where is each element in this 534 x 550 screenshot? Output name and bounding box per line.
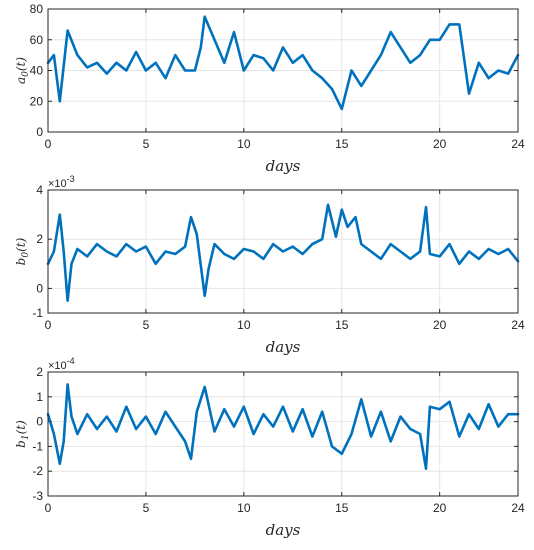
y-tick-label: 80 [30, 2, 44, 16]
x-tick-label: 20 [433, 501, 447, 515]
y-tick-label: 0 [36, 125, 43, 139]
x-tick-label: 20 [433, 318, 447, 332]
x-tick-label: 20 [433, 137, 447, 151]
x-tick-labels-b1: 0 5 10 15 20 24 [45, 501, 525, 515]
plot-box-b0 [47, 189, 519, 314]
plot-box-a0 [47, 8, 519, 133]
plot-box-b1 [47, 371, 519, 497]
series-line-a0 [46, 15, 520, 111]
x-axis-label-b0: days [266, 338, 301, 356]
y-tick-labels-a0: 0 20 40 60 80 [30, 2, 44, 139]
x-tick-label: 15 [335, 137, 349, 151]
x-tick-label: 0 [45, 501, 52, 515]
subplot-a0: 0 5 10 15 20 24 0 20 40 60 80 days a0(t) [14, 2, 525, 175]
y-tick-label: 2 [36, 232, 43, 246]
series-line-b0 [46, 203, 520, 302]
y-tick-label: -1 [32, 306, 43, 320]
y-tick-label: 60 [30, 33, 44, 47]
x-axis-label-a0: days [266, 157, 301, 175]
y-tick-label: 0 [36, 415, 43, 429]
y-tick-label: 4 [36, 183, 43, 197]
y-tick-label: 1 [36, 390, 43, 404]
x-tick-label: 0 [45, 137, 52, 151]
x-tick-label: 10 [237, 137, 251, 151]
tick-marks-b1 [47, 371, 519, 497]
y-tick-label: 20 [30, 94, 44, 108]
series-line-b1 [46, 383, 520, 470]
x-tick-label: 0 [45, 318, 52, 332]
y-axis-label-b1: b1(t) [14, 420, 31, 448]
x-tick-labels-a0: 0 5 10 15 20 24 [45, 137, 525, 151]
x-tick-label: 24 [511, 318, 525, 332]
x-tick-label: 15 [335, 318, 349, 332]
y-axis-label-b0: b0(t) [14, 237, 31, 265]
x-axis-label-b1: days [266, 521, 301, 539]
x-tick-label: 5 [143, 318, 150, 332]
x-tick-labels-b0: 0 5 10 15 20 24 [45, 318, 525, 332]
x-tick-label: 10 [237, 318, 251, 332]
x-tick-label: 24 [511, 501, 525, 515]
x-tick-label: 5 [143, 501, 150, 515]
x-tick-label: 24 [511, 137, 525, 151]
y-tick-label: 2 [36, 365, 43, 379]
y-tick-label: -1 [32, 439, 43, 453]
x-tick-label: 10 [237, 501, 251, 515]
exponent-label-b0: ×10-3 [48, 174, 75, 190]
y-tick-label: 40 [30, 64, 44, 78]
subplot-b1: 0 5 10 15 20 24 -3 -2 -1 0 1 2 ×10-4 days b1(t) [14, 356, 525, 539]
y-tick-label: 0 [36, 281, 43, 295]
grid-lines-b1 [47, 371, 519, 497]
x-tick-label: 15 [335, 501, 349, 515]
y-axis-label-a0: a0(t) [14, 57, 31, 84]
y-tick-labels-b1: -3 -2 -1 0 1 2 [32, 365, 43, 503]
y-tick-label: -3 [32, 489, 43, 503]
y-tick-label: -2 [32, 464, 43, 478]
y-tick-labels-b0: -1 0 2 4 [32, 183, 43, 320]
exponent-label-b1: ×10-4 [48, 356, 75, 372]
x-tick-label: 5 [143, 137, 150, 151]
